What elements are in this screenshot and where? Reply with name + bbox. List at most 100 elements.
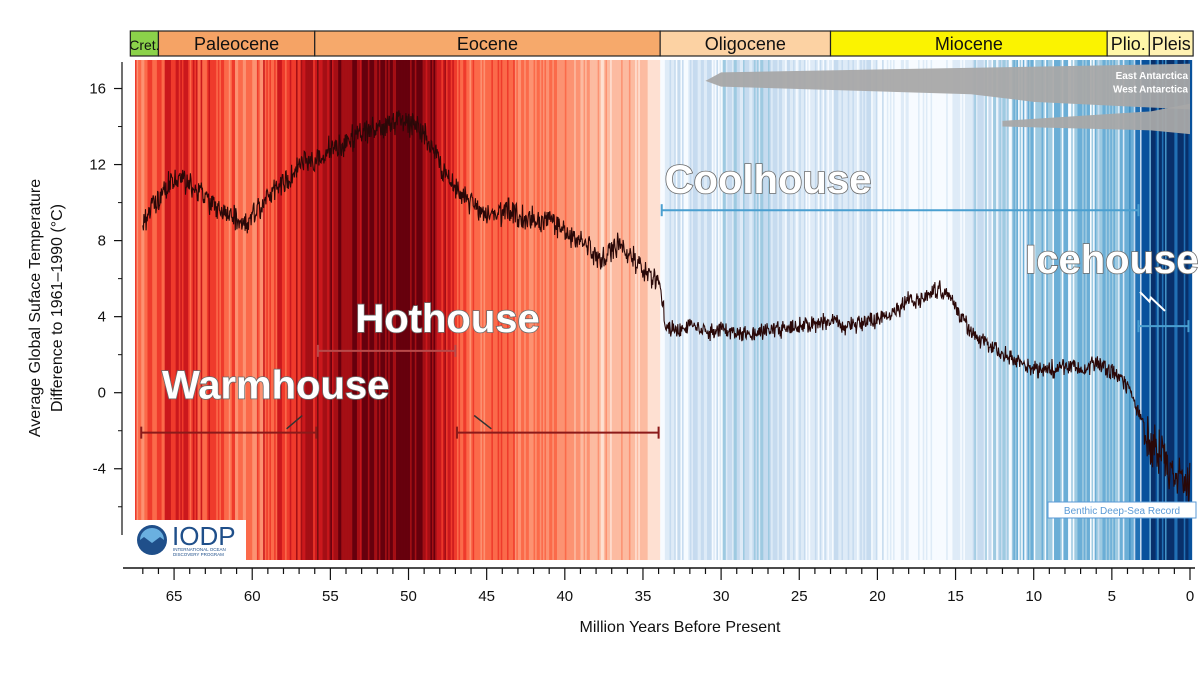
climate-stripe <box>272 60 275 560</box>
climate-stripe <box>363 60 366 560</box>
climate-stripe <box>389 60 392 560</box>
y-tick-label: 8 <box>98 233 106 250</box>
climate-stripe <box>228 60 231 560</box>
climate-stripe <box>864 60 868 560</box>
climate-stripe <box>449 60 452 560</box>
climate-stripe <box>966 60 969 560</box>
climate-stripe <box>664 60 668 560</box>
climate-stripe <box>1166 60 1169 560</box>
climate-stripe <box>696 60 699 560</box>
climate-stripe <box>603 60 607 560</box>
climate-stripe <box>1143 60 1146 560</box>
climate-stripe <box>750 60 753 560</box>
climate-stripe <box>1014 60 1018 560</box>
climate-stripe <box>832 60 835 560</box>
climate-stripe <box>152 60 155 560</box>
climate-stripe <box>153 60 156 560</box>
climate-stripe <box>352 60 355 560</box>
climate-stripe <box>375 60 378 560</box>
climate-stripe <box>697 60 700 560</box>
climate-stripe <box>1038 60 1041 560</box>
climate-stripe <box>752 60 755 560</box>
climate-stripe <box>1030 60 1033 560</box>
temperature-series <box>142 110 1191 508</box>
climate-stripe <box>935 60 938 560</box>
climate-stripe <box>755 60 758 560</box>
climate-stripe <box>172 60 175 560</box>
climate-stripe <box>592 60 596 560</box>
climate-stripe <box>872 60 875 560</box>
climate-stripe <box>1102 60 1105 560</box>
climate-stripe <box>741 60 744 560</box>
climate-stripe <box>653 60 657 560</box>
climate-stripe <box>1111 60 1115 560</box>
climate-stripe <box>144 60 147 560</box>
climate-stripe <box>946 60 949 560</box>
climate-stripe <box>624 60 627 560</box>
climate-stripe <box>700 60 703 560</box>
climate-stripe <box>878 60 882 560</box>
climate-stripe <box>1130 60 1133 560</box>
climate-stripe <box>285 60 288 560</box>
climate-stripe <box>786 60 789 560</box>
climate-stripe <box>1099 60 1102 560</box>
climate-stripe <box>211 60 214 560</box>
climate-stripe <box>716 60 719 560</box>
climate-stripe <box>571 60 574 560</box>
east-antarctica-ice <box>705 63 1190 110</box>
regime-label: Coolhouse <box>665 158 872 202</box>
climate-stripe <box>505 60 508 560</box>
climate-stripe <box>605 60 608 560</box>
climate-stripe <box>338 60 341 560</box>
climate-stripe <box>311 60 314 560</box>
climate-stripe <box>708 60 711 560</box>
climate-stripe <box>413 60 416 560</box>
climate-stripe <box>327 60 330 560</box>
climate-stripe <box>632 60 635 560</box>
climate-stripe <box>660 60 663 560</box>
x-tick-label: 15 <box>947 588 964 605</box>
climate-stripe <box>1049 60 1052 560</box>
climate-stripe <box>522 60 525 560</box>
climate-stripe <box>578 60 582 560</box>
climate-stripe <box>635 60 638 560</box>
climate-stripe <box>1138 60 1141 560</box>
climate-stripe <box>139 60 142 560</box>
climate-stripe <box>671 60 674 560</box>
warmhouse-leader-right <box>473 414 492 430</box>
climate-stripe <box>621 60 624 560</box>
climate-stripe <box>288 60 291 560</box>
climate-stripe <box>317 60 321 560</box>
y-axis-title-line1: Average Global Suface Temperature <box>27 179 44 437</box>
climate-stripe <box>475 60 478 560</box>
climate-stripe <box>1175 60 1179 560</box>
temperature-line <box>142 110 1191 508</box>
y-tick-label: 12 <box>89 157 106 174</box>
climate-stripe <box>669 60 672 560</box>
climate-stripe <box>1122 60 1125 560</box>
climate-stripe <box>749 60 752 560</box>
climate-stripe <box>674 60 677 560</box>
climate-stripe <box>582 60 585 560</box>
climate-stripe <box>860 60 863 560</box>
climate-stripe <box>210 60 213 560</box>
climate-stripe <box>355 60 358 560</box>
climate-stripe <box>903 60 907 560</box>
climate-stripe <box>1114 60 1118 560</box>
epoch-band <box>314 30 661 57</box>
climate-stripe <box>849 60 852 560</box>
climate-stripe <box>863 60 866 560</box>
climate-stripe <box>685 60 688 560</box>
climate-stripe <box>613 60 616 560</box>
climate-stripe <box>217 60 220 560</box>
climate-stripe <box>239 60 242 560</box>
climate-stripe <box>913 60 916 560</box>
climate-stripe <box>682 60 685 560</box>
climate-stripe <box>428 60 431 560</box>
climate-stripe <box>1135 60 1138 560</box>
climate-stripe <box>417 60 421 560</box>
climate-stripe <box>1032 60 1035 560</box>
climate-stripe <box>297 60 300 560</box>
climate-stripe <box>746 60 749 560</box>
